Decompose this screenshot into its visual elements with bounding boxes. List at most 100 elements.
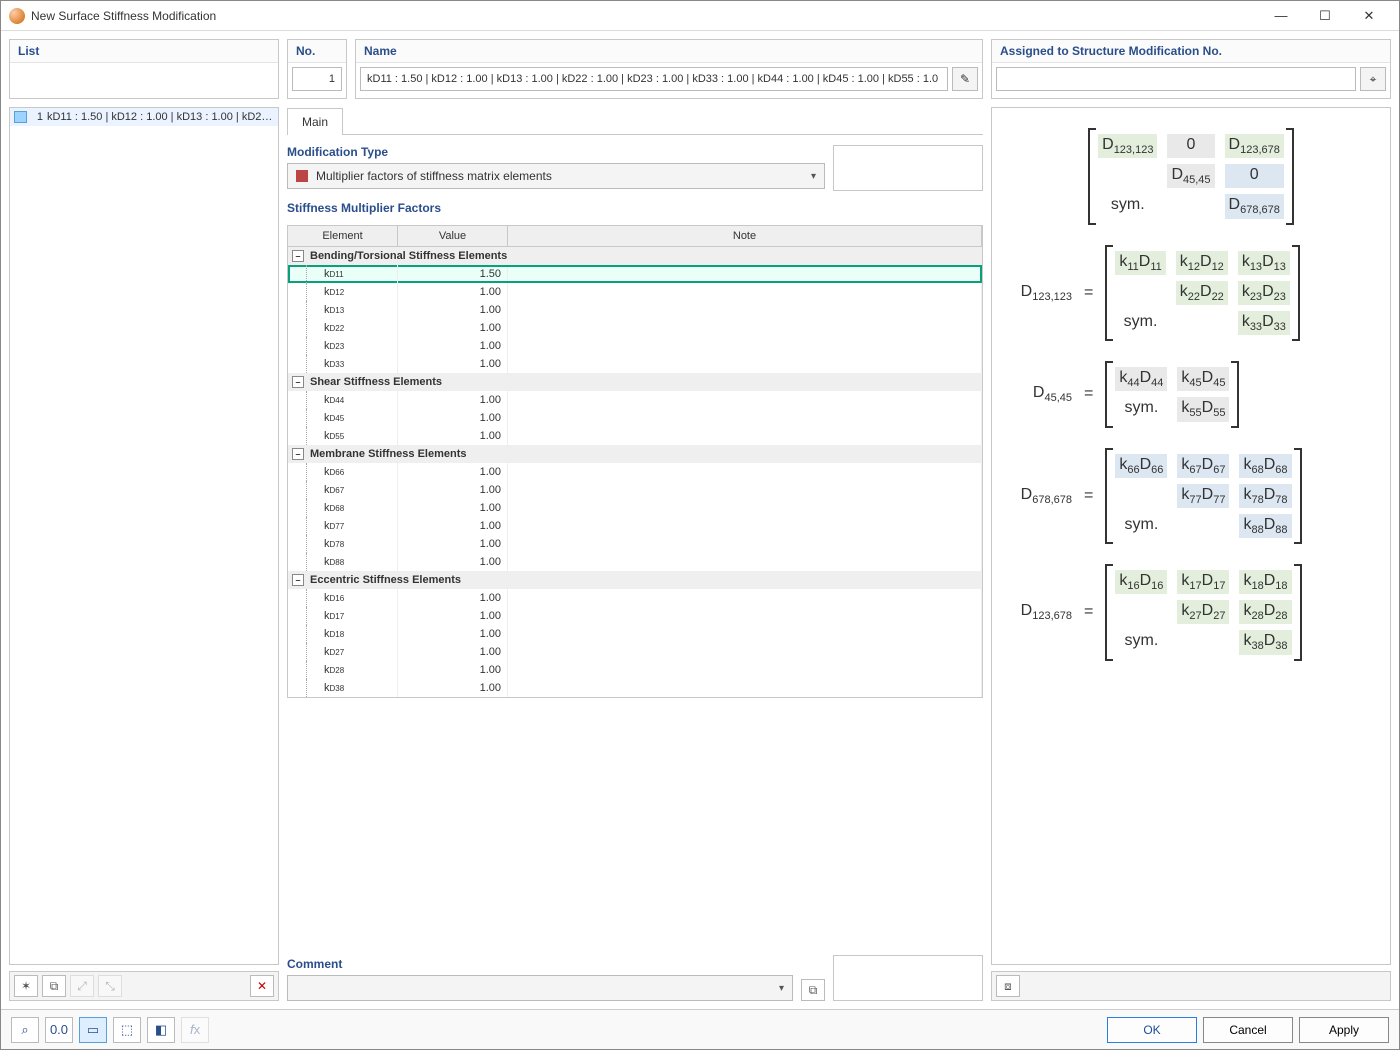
- grid-row[interactable]: kD681.00: [288, 499, 982, 517]
- grid-cell-note[interactable]: [508, 355, 982, 373]
- grid-cell-note[interactable]: [508, 589, 982, 607]
- grid-cell-note[interactable]: [508, 517, 982, 535]
- grid-row[interactable]: kD771.00: [288, 517, 982, 535]
- grid-row[interactable]: kD441.00: [288, 391, 982, 409]
- grid-cell-value[interactable]: 1.00: [398, 319, 508, 337]
- grid-cell-note[interactable]: [508, 481, 982, 499]
- view-3-button[interactable]: ◧: [147, 1017, 175, 1043]
- grid-cell-value[interactable]: 1.00: [398, 463, 508, 481]
- grid-group[interactable]: –Eccentric Stiffness Elements: [288, 571, 982, 589]
- grid-cell-note[interactable]: [508, 661, 982, 679]
- grid-cell-note[interactable]: [508, 409, 982, 427]
- units-button[interactable]: ⌕: [11, 1017, 39, 1043]
- grid-cell-value[interactable]: 1.00: [398, 409, 508, 427]
- grid-group[interactable]: –Shear Stiffness Elements: [288, 373, 982, 391]
- matrix-cell: k68D68: [1239, 454, 1291, 478]
- grid-cell-value[interactable]: 1.50: [398, 265, 508, 283]
- view-1-button[interactable]: ▭: [79, 1017, 107, 1043]
- include-button[interactable]: ⤢: [70, 975, 94, 997]
- name-field[interactable]: kD11 : 1.50 | kD12 : 1.00 | kD13 : 1.00 …: [360, 67, 948, 91]
- copy-item-button[interactable]: ⧉: [42, 975, 66, 997]
- decimals-button[interactable]: 0.0: [45, 1017, 73, 1043]
- grid-group[interactable]: –Bending/Torsional Stiffness Elements: [288, 247, 982, 265]
- cancel-button[interactable]: Cancel: [1203, 1017, 1293, 1043]
- grid-cell-value[interactable]: 1.00: [398, 553, 508, 571]
- chevron-down-icon: ▾: [811, 171, 816, 182]
- grid-cell-note[interactable]: [508, 463, 982, 481]
- grid-cell-value[interactable]: 1.00: [398, 535, 508, 553]
- grid-row[interactable]: kD661.00: [288, 463, 982, 481]
- grid-cell-value[interactable]: 1.00: [398, 661, 508, 679]
- grid-row[interactable]: kD121.00: [288, 283, 982, 301]
- grid-row[interactable]: kD171.00: [288, 607, 982, 625]
- grid-cell-value[interactable]: 1.00: [398, 481, 508, 499]
- grid-cell-value[interactable]: 1.00: [398, 589, 508, 607]
- fx-button[interactable]: fx: [181, 1017, 209, 1043]
- list-item[interactable]: 1 kD11 : 1.50 | kD12 : 1.00 | kD13 : 1.0…: [10, 108, 278, 126]
- grid-cell-value[interactable]: 1.00: [398, 427, 508, 445]
- grid-row[interactable]: kD161.00: [288, 589, 982, 607]
- grid-row[interactable]: kD881.00: [288, 553, 982, 571]
- view-2-button[interactable]: ⬚: [113, 1017, 141, 1043]
- grid-cell-value[interactable]: 1.00: [398, 337, 508, 355]
- name-header: Name: [356, 40, 982, 63]
- grid-row[interactable]: kD281.00: [288, 661, 982, 679]
- grid-row[interactable]: kD331.00: [288, 355, 982, 373]
- pick-assigned-button[interactable]: ⌖: [1360, 67, 1386, 91]
- grid-row[interactable]: kD231.00: [288, 337, 982, 355]
- grid-cell-value[interactable]: 1.00: [398, 517, 508, 535]
- grid-cell-value[interactable]: 1.00: [398, 679, 508, 697]
- grid-cell-value[interactable]: 1.00: [398, 499, 508, 517]
- grid-cell-value[interactable]: 1.00: [398, 391, 508, 409]
- grid-row[interactable]: kD781.00: [288, 535, 982, 553]
- assigned-field[interactable]: [996, 67, 1356, 91]
- grid-cell-note[interactable]: [508, 337, 982, 355]
- grid-cell-note[interactable]: [508, 427, 982, 445]
- grid-row[interactable]: kD451.00: [288, 409, 982, 427]
- grid-cell-value[interactable]: 1.00: [398, 355, 508, 373]
- grid-cell-value[interactable]: 1.00: [398, 607, 508, 625]
- grid-cell-note[interactable]: [508, 535, 982, 553]
- grid-cell-note[interactable]: [508, 553, 982, 571]
- grid-row[interactable]: kD271.00: [288, 643, 982, 661]
- ok-button[interactable]: OK: [1107, 1017, 1197, 1043]
- comment-library-button[interactable]: ⧉: [801, 979, 825, 1001]
- tab-main[interactable]: Main: [287, 108, 343, 135]
- grid-row[interactable]: kD181.00: [288, 625, 982, 643]
- minimize-button[interactable]: —: [1259, 2, 1303, 30]
- comment-combo[interactable]: ▾: [287, 975, 793, 1001]
- grid-cell-value[interactable]: 1.00: [398, 283, 508, 301]
- grid-cell-note[interactable]: [508, 301, 982, 319]
- grid-row[interactable]: kD381.00: [288, 679, 982, 697]
- grid-cell-note[interactable]: [508, 391, 982, 409]
- mod-type-combo[interactable]: Multiplier factors of stiffness matrix e…: [287, 163, 825, 189]
- maximize-button[interactable]: ☐: [1303, 2, 1347, 30]
- grid-row[interactable]: kD551.00: [288, 427, 982, 445]
- grid-cell-note[interactable]: [508, 265, 982, 283]
- close-button[interactable]: ✕: [1347, 2, 1391, 30]
- apply-button[interactable]: Apply: [1299, 1017, 1389, 1043]
- grid-cell-value[interactable]: 1.00: [398, 301, 508, 319]
- mod-type-value: Multiplier factors of stiffness matrix e…: [316, 169, 552, 183]
- grid-cell-note[interactable]: [508, 283, 982, 301]
- grid-row[interactable]: kD221.00: [288, 319, 982, 337]
- new-item-button[interactable]: ✶: [14, 975, 38, 997]
- formula-tool-button[interactable]: ⧈: [996, 975, 1020, 997]
- grid-cell-note[interactable]: [508, 319, 982, 337]
- grid-cell-value[interactable]: 1.00: [398, 643, 508, 661]
- grid-group[interactable]: –Membrane Stiffness Elements: [288, 445, 982, 463]
- list-header: List: [10, 40, 278, 63]
- edit-name-button[interactable]: ✎: [952, 67, 978, 91]
- grid-cell-note[interactable]: [508, 679, 982, 697]
- grid-cell-note[interactable]: [508, 625, 982, 643]
- delete-item-button[interactable]: ✕: [250, 975, 274, 997]
- grid-cell-note[interactable]: [508, 643, 982, 661]
- grid-cell-value[interactable]: 1.00: [398, 625, 508, 643]
- grid-cell-note[interactable]: [508, 499, 982, 517]
- grid-row[interactable]: kD671.00: [288, 481, 982, 499]
- grid-cell-note[interactable]: [508, 607, 982, 625]
- grid-row[interactable]: kD131.00: [288, 301, 982, 319]
- exclude-button[interactable]: ⤡: [98, 975, 122, 997]
- no-field[interactable]: 1: [292, 67, 342, 91]
- grid-row[interactable]: kD111.50: [288, 265, 982, 283]
